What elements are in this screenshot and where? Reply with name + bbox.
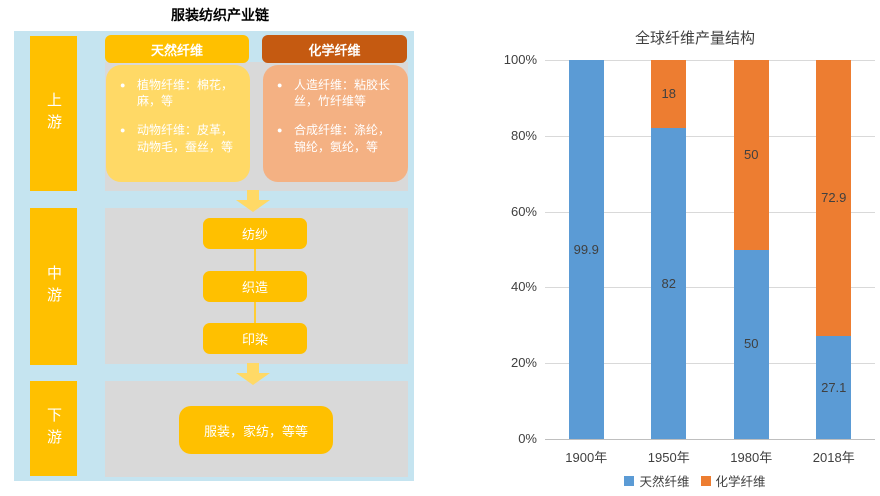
gridline (545, 363, 875, 365)
bar-segment (568, 60, 604, 439)
down-arrow-icon (236, 363, 270, 385)
gridline (545, 60, 875, 61)
bar-value-label: 27.1 (821, 379, 847, 395)
natural-fiber-card: ● 植物纤维：棉花，麻，等 ● 动物纤维：皮革，动物毛，蚕丝，等 (106, 65, 250, 182)
x-axis-line (545, 439, 875, 440)
chemical-fiber-item-1: 人造纤维：粘胶长丝，竹纤维等 (294, 78, 391, 109)
y-tick-label: 60% (510, 203, 537, 219)
list-item: ● 合成纤维：涤纶，锦纶，氨纶，等 (275, 122, 396, 154)
bullet-icon: ● (277, 125, 283, 136)
stage-label-downstream: 下游 (45, 406, 62, 451)
y-tick-label: 0% (518, 431, 537, 446)
down-arrow-icon (236, 190, 270, 212)
gridline (545, 287, 875, 289)
natural-fiber-item-1: 植物纤维：棉花，麻，等 (137, 78, 234, 109)
bar-segment (733, 60, 769, 250)
y-tick-label: 20% (510, 355, 537, 371)
bar-segment (733, 249, 769, 439)
bar-segment (816, 336, 852, 439)
x-tick-label: 2018年 (812, 450, 855, 465)
stage-label-midstream: 中游 (45, 264, 62, 309)
gridline (545, 211, 875, 213)
flow-step-spinning: 纺纱 (203, 218, 307, 249)
flow-step-weaving: 织造 (203, 271, 307, 302)
y-tick-label: 100% (503, 52, 537, 67)
list-item: ● 动物纤维：皮革，动物毛，蚕丝，等 (118, 122, 238, 154)
bullet-icon: ● (120, 80, 126, 90)
x-tick-label: 1900年 (565, 450, 608, 465)
y-tick-label: 80% (510, 127, 537, 143)
bullet-icon: ● (277, 80, 283, 90)
x-tick-label: 1950年 (647, 450, 690, 465)
bar-value-label: 50 (744, 336, 759, 352)
list-item: ● 人造纤维：粘胶长丝，竹纤维等 (275, 77, 396, 109)
legend-swatch (700, 475, 711, 486)
diagram-title: 服装纺织产业链 (171, 7, 269, 23)
y-tick-label: 40% (510, 279, 537, 295)
x-tick-label: 1980年 (730, 450, 773, 465)
natural-fiber-item-2: 动物纤维：皮革，动物毛，蚕丝，等 (137, 123, 234, 154)
bullet-icon: ● (120, 125, 126, 136)
legend-label: 化学纤维 (715, 475, 766, 489)
connector-line (254, 302, 256, 323)
legend-label: 天然纤维 (639, 475, 690, 489)
connector-line (254, 249, 256, 271)
chemical-fiber-card: ● 人造纤维：粘胶长丝，竹纤维等 ● 合成纤维：涤纶，锦纶，氨纶，等 (263, 65, 408, 182)
chart-legend: 天然纤维 化学纤维 (530, 471, 860, 490)
chemical-fiber-item-2: 合成纤维：涤纶，锦纶，氨纶，等 (294, 123, 391, 154)
fiber-production-chart: 全球纤维产量结构 天然纤维 化学纤维 0% 20% 40% 60% 80% 100% 99.9… (440, 0, 880, 496)
bar-value-label: 82 (661, 275, 676, 291)
stage-label-upstream: 上游 (45, 91, 62, 136)
bar-value-label: 18 (661, 86, 676, 102)
bar-value-label: 72.9 (821, 190, 847, 206)
list-item: ● 植物纤维：棉花，麻，等 (118, 77, 238, 109)
bar-segment (651, 128, 687, 439)
stage-box-midstream: 中游 (30, 208, 77, 365)
bar-value-label: 50 (744, 146, 759, 162)
stage-box-upstream: 上游 (30, 36, 77, 191)
legend-swatch (624, 475, 635, 486)
bar-segment (651, 60, 687, 129)
legend-item: 化学纤维 (700, 471, 766, 490)
chemical-fiber-header: 化学纤维 (262, 35, 407, 63)
bar-segment (816, 60, 852, 337)
chart-title: 全球纤维产量结构 (634, 30, 755, 47)
legend-item: 天然纤维 (624, 471, 690, 490)
bar-value-label: 99.9 (573, 241, 599, 257)
gridline (545, 135, 875, 137)
natural-fiber-header: 天然纤维 (105, 35, 249, 63)
downstream-products-box: 服装，家纺，等等 (179, 406, 333, 454)
industry-chain-diagram: 服装纺织产业链 上游 中游 下游 天然纤维 化学纤维 ● 植物纤维：棉花，麻，等… (14, 7, 414, 481)
stage-box-downstream: 下游 (30, 381, 77, 476)
flow-step-printing-dyeing: 印染 (203, 323, 307, 354)
